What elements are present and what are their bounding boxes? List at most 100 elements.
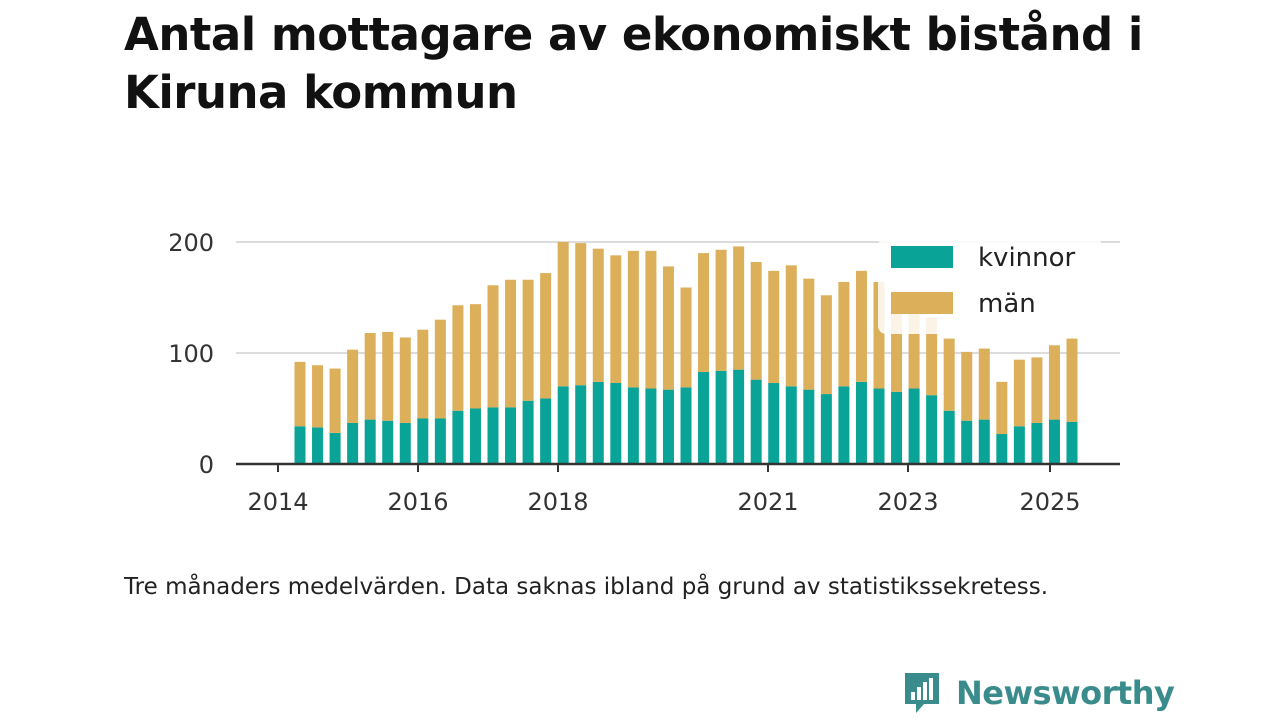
bar-män [645,250,657,389]
legend-label-män: män [978,289,1036,319]
bar-män [768,270,780,383]
bar-kvinnor [662,389,674,464]
bar-kvinnor [434,418,446,464]
bar-kvinnor [329,432,341,464]
bar-män [417,329,429,419]
legend-swatch-män [891,292,953,314]
bar-män [575,243,587,386]
bar-män [1048,345,1060,420]
x-tick-label: 2021 [737,488,798,516]
bar-män [522,279,534,401]
x-tick-label: 2014 [247,488,308,516]
bar-kvinnor [855,381,867,464]
bar-män [891,296,903,392]
bar-män [627,250,639,388]
bar-kvinnor [698,371,710,464]
bar-kvinnor [926,395,938,464]
bar-män [820,295,832,395]
bar-kvinnor [575,385,587,464]
bar-kvinnor [364,419,376,464]
bar-män [698,253,710,372]
x-tick-label: 2023 [877,488,938,516]
bar-kvinnor [312,427,324,464]
bar-män [294,361,306,427]
bar-kvinnor [452,410,464,464]
bar-män [908,310,920,389]
legend: kvinnor män [878,238,1102,334]
bar-män [592,248,604,382]
bar-män [1031,357,1043,423]
x-tick-label: 2025 [1019,488,1080,516]
bar-män [855,270,867,382]
bar-kvinnor [996,434,1008,464]
bar-kvinnor [891,391,903,464]
bar-kvinnor [1031,422,1043,464]
bar-kvinnor [768,382,780,464]
bar-män [469,304,481,409]
bar-män [978,348,990,420]
bar-män [750,261,762,380]
bar-män [943,338,955,411]
bar-kvinnor [347,422,359,464]
bar-kvinnor [803,389,815,464]
bar-män [1013,359,1025,427]
bar-män [680,287,692,388]
bar-kvinnor [750,379,762,464]
bar-män [329,368,341,433]
bar-kvinnor [1066,421,1078,464]
bar-kvinnor [610,382,622,464]
bar-kvinnor [294,426,306,464]
bar-kvinnor [382,420,394,464]
bar-kvinnor [820,394,832,464]
brand-name: Newsworthy [956,674,1175,712]
bar-män [961,351,973,421]
bar-män [487,285,499,408]
bar-män [662,266,674,390]
bar-män [715,249,727,371]
bar-kvinnor [961,420,973,464]
bar-män [926,317,938,396]
bar-kvinnor [645,388,657,464]
bar-män [996,381,1008,435]
bar-kvinnor [978,419,990,464]
axes: 0 100 200 2014 2016 2018 2021 2023 2025 [168,229,1120,516]
bar-män [785,265,797,387]
bar-män [557,242,569,387]
bar-kvinnor [733,369,745,464]
bar-kvinnor [715,370,727,464]
bar-män [838,281,850,387]
bar-män [873,281,885,389]
bar-kvinnor [873,388,885,464]
bar-kvinnor [627,387,639,464]
x-tick-label: 2018 [527,488,588,516]
bar-män [610,255,622,383]
bar-män [434,319,446,419]
bar-kvinnor [1048,419,1060,464]
bar-kvinnor [557,386,569,464]
x-tick-label: 2016 [387,488,448,516]
bar-kvinnor [592,381,604,464]
bar-män [505,279,517,408]
bar-kvinnor [469,408,481,464]
bar-kvinnor [1013,426,1025,464]
bar-kvinnor [540,398,552,464]
bar-män [803,278,815,390]
legend-swatch-kvinnor [891,246,953,268]
bar-män [382,331,394,421]
bar-kvinnor [908,388,920,464]
chart-title: Antal mottagare av ekonomiskt bistånd i … [124,8,1143,119]
y-tick-label: 100 [168,340,214,368]
bar-män [452,305,464,411]
bar-män [399,337,411,423]
bar-män [312,365,324,428]
bar-kvinnor [943,410,955,464]
chart-caption: Tre månaders medelvärden. Data saknas ib… [124,574,1049,600]
bar-kvinnor [487,407,499,464]
bar-män [540,273,552,399]
bar-män [733,246,745,370]
bar-män [1066,338,1078,422]
newsworthy-logo-icon [905,673,939,713]
bar-kvinnor [838,386,850,464]
newsworthy-brand[interactable]: Newsworthy [902,668,1175,718]
bar-män [347,349,359,423]
